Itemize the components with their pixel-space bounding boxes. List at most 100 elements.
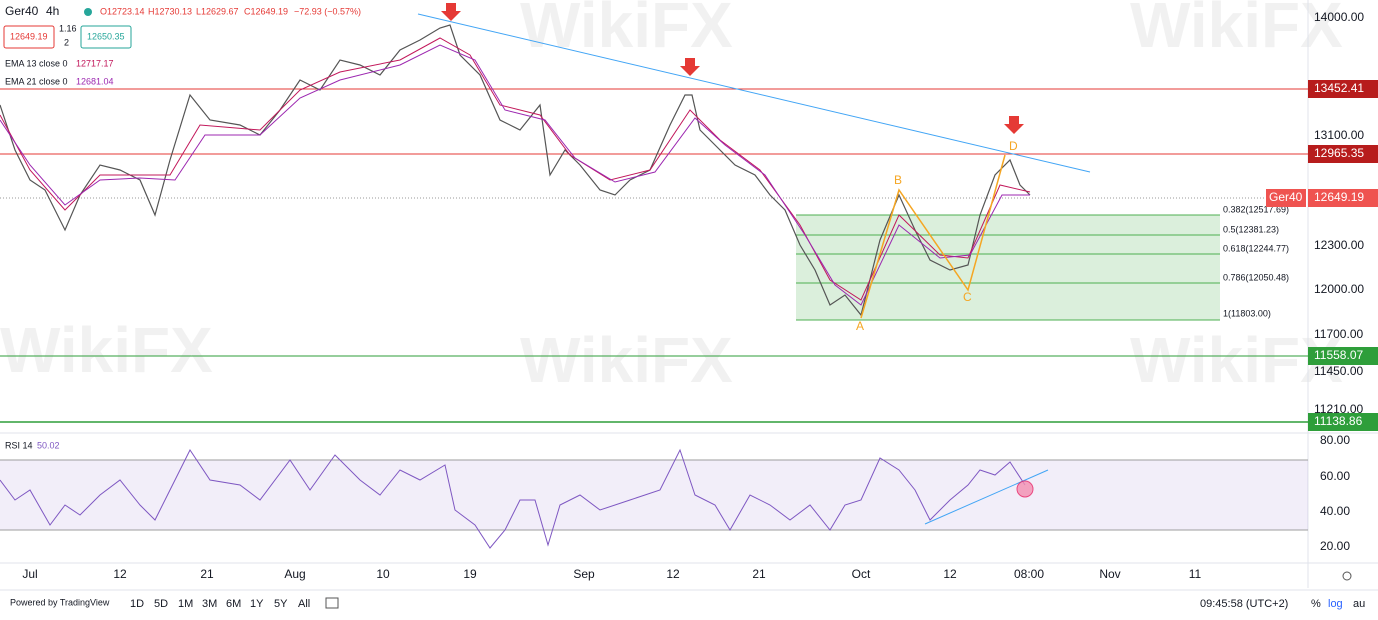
watermark: WikiFX <box>1130 0 1343 61</box>
price-tag-text: 13452.41 <box>1314 81 1364 95</box>
price-tag-text: 12649.19 <box>1314 190 1364 204</box>
watermarks: WikiFX WikiFX WikiFX WikiFX WikiFX <box>0 0 1343 396</box>
ohlc-low: L12629.67 <box>196 6 239 16</box>
range-button[interactable]: 1M <box>178 598 193 610</box>
rsi-tick: 80.00 <box>1320 433 1350 447</box>
time-tick: 10 <box>376 567 390 581</box>
indicator-value: 12681.04 <box>76 76 114 86</box>
range-button[interactable]: 6M <box>226 598 241 610</box>
indicator-value: 12717.17 <box>76 58 114 68</box>
range-button[interactable]: 5D <box>154 598 168 610</box>
ohlc-high: H12730.13 <box>148 6 192 16</box>
rsi-trend-line <box>924 469 1049 525</box>
rsi-value: 50.02 <box>37 440 60 450</box>
timeframe: 4h <box>46 4 59 18</box>
fib-label: 0.618(12244.77) <box>1223 243 1289 253</box>
pattern-label: C <box>963 290 972 304</box>
time-tick: Aug <box>284 567 305 581</box>
price-tag <box>1308 413 1378 431</box>
rsi-tick: 40.00 <box>1320 504 1350 518</box>
time-tick: Oct <box>852 567 871 581</box>
ohlc-open: O12723.14 <box>100 6 145 16</box>
price-tag <box>1308 347 1378 365</box>
ohlc-close: C12649.19 <box>244 6 288 16</box>
arrows <box>441 3 1024 134</box>
price-tag-text: 11558.07 <box>1314 348 1363 362</box>
price-tick: 11450.00 <box>1314 364 1363 378</box>
time-tick: Jul <box>22 567 37 581</box>
symbol-tag <box>1266 189 1306 207</box>
time-tick: 12 <box>666 567 680 581</box>
range-buttons: 1D 5D 1M 3M 6M 1Y 5Y All <box>130 598 310 610</box>
range-button[interactable]: 1D <box>130 598 144 610</box>
watermark: WikiFX <box>520 0 733 61</box>
time-tick: 11 <box>1189 567 1202 581</box>
pattern-label: D <box>1009 139 1018 153</box>
symbol: Ger40 <box>5 4 39 18</box>
harmonic-pattern <box>860 154 1006 319</box>
watermark: WikiFX <box>520 324 733 396</box>
price-tick: 11210.00 <box>1314 402 1363 416</box>
trend-line <box>417 13 1091 173</box>
down-arrow <box>1004 116 1024 134</box>
time-tick: 19 <box>463 567 477 581</box>
bid[interactable]: 12649.19 <box>10 31 48 41</box>
rsi-tick: 60.00 <box>1320 469 1350 483</box>
price-tag <box>1308 189 1378 207</box>
rsi-label: RSI 14 <box>5 440 33 450</box>
rsi-tick: 20.00 <box>1320 539 1350 553</box>
watermark: WikiFX <box>0 314 213 386</box>
price-tick: 13100.00 <box>1314 128 1364 142</box>
time-tick: 08:00 <box>1014 567 1044 581</box>
rsi-band <box>0 460 1308 530</box>
time-tick: 21 <box>200 567 214 581</box>
spread: 1.16 <box>59 23 77 33</box>
date-range-icon[interactable] <box>325 597 339 609</box>
time-tick: 12 <box>943 567 957 581</box>
status-dot <box>84 8 92 16</box>
powered-by: Powered by TradingView <box>10 597 110 607</box>
auto-toggle[interactable]: au <box>1353 598 1365 610</box>
price-tick: 12300.00 <box>1314 238 1364 252</box>
percent-toggle[interactable]: % <box>1311 598 1321 610</box>
time-tick: Nov <box>1099 567 1120 581</box>
fib-zone <box>796 215 1220 320</box>
clock: 09:45:58 (UTC+2) <box>1200 598 1288 610</box>
pattern-label: B <box>894 173 902 187</box>
range-button[interactable]: 1Y <box>250 598 264 610</box>
ask[interactable]: 12650.35 <box>87 31 125 41</box>
log-toggle[interactable]: log <box>1328 598 1343 610</box>
settings-icon[interactable] <box>1342 571 1352 581</box>
bid-box[interactable] <box>3 25 55 49</box>
price-tick: 12000.00 <box>1314 282 1364 296</box>
price-tick: 14000.00 <box>1314 10 1364 24</box>
range-button[interactable]: 5Y <box>274 598 288 610</box>
time-tick: Sep <box>573 567 595 581</box>
price-tag <box>1308 80 1378 98</box>
price-tick: 11700.00 <box>1314 327 1363 341</box>
ask-box[interactable] <box>80 25 132 49</box>
price-tag-text: 11138.86 <box>1314 414 1363 428</box>
range-button[interactable]: 3M <box>202 598 217 610</box>
fib-lines <box>796 214 1220 321</box>
range-button[interactable]: All <box>298 598 310 610</box>
down-arrow <box>441 3 461 21</box>
rsi-marker <box>1016 480 1034 498</box>
ema21-line <box>0 44 1030 306</box>
pattern-label: A <box>856 319 864 333</box>
spread-unit: 2 <box>64 37 69 47</box>
indicator-label: EMA 21 close 0 <box>5 76 68 86</box>
fib-label: 0.786(12050.48) <box>1223 272 1289 282</box>
price-line-path <box>0 24 1031 317</box>
ema13-line <box>0 37 1031 301</box>
price-tag <box>1308 145 1378 163</box>
fib-label: 0.5(12381.23) <box>1223 224 1279 234</box>
rsi-line <box>0 448 1026 549</box>
indicator-label: EMA 13 close 0 <box>5 58 68 68</box>
symbol-tag-text: Ger40 <box>1269 190 1303 204</box>
fib-label: 0.382(12517.69) <box>1223 204 1289 214</box>
price-tag-text: 12965.35 <box>1314 146 1364 160</box>
time-axis: Jul 12 21 Aug 10 19 Sep 12 21 Oct 12 08:00 Nov 11 <box>22 567 1201 581</box>
